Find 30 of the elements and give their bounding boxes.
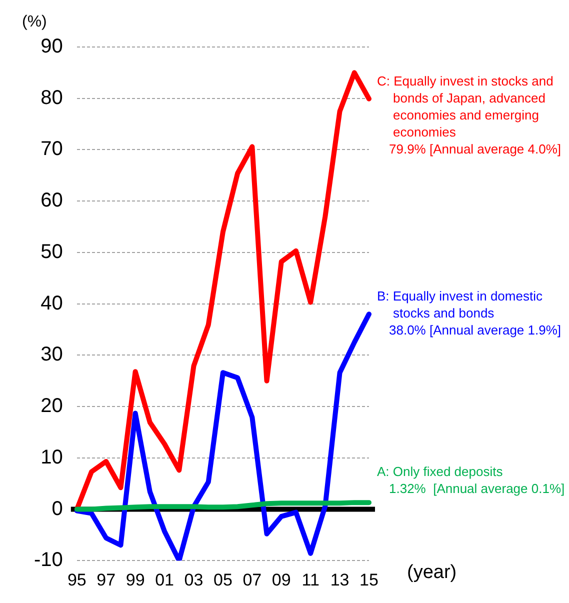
x-tick-label: 13 [330, 570, 350, 590]
y-tick-label: 30 [40, 344, 63, 366]
y-tick-label: 50 [40, 240, 63, 263]
x-axis-title: (year) [407, 562, 457, 583]
y-tick-label: 0 [52, 498, 63, 520]
y-tick-label: -10 [34, 549, 63, 572]
series-label: C: Equally invest in stocks and bonds of Japan, advanced economies and emerging economies [377, 73, 554, 140]
y-tick-label: 20 [40, 395, 63, 418]
x-tick-label: 99 [126, 570, 145, 590]
y-tick-label: 80 [40, 86, 63, 109]
text: 79.9% [Annual average 4.0%] [389, 141, 562, 156]
y-tick-label: 90 [40, 36, 63, 58]
text: 38.0% [Annual average 1.9%] [389, 322, 562, 338]
x-tick-label: 11 [302, 570, 320, 590]
y-tick-label: 10 [40, 446, 63, 468]
x-tick-label: 01 [155, 570, 174, 590]
y-tick-label: 70 [40, 138, 63, 160]
y-axis-title: (%) [22, 13, 47, 30]
series-label: B: Equally invest in domestic stocks and bonds [377, 288, 543, 321]
x-tick-label: 15 [360, 570, 378, 590]
y-tick-label: 60 [40, 190, 63, 212]
series-label: A: Only fixed deposits [377, 464, 504, 480]
x-tick-label: 95 [67, 570, 86, 590]
x-tick-label: 03 [184, 570, 204, 590]
x-tick-label: 97 [96, 570, 116, 590]
x-tick-label: 07 [242, 570, 262, 590]
x-tick-label: 05 [213, 570, 232, 590]
x-tick-label: 09 [272, 570, 291, 590]
text: 1.32% [Annual average 0.1%] [389, 481, 565, 496]
y-tick-label: 40 [40, 292, 63, 314]
